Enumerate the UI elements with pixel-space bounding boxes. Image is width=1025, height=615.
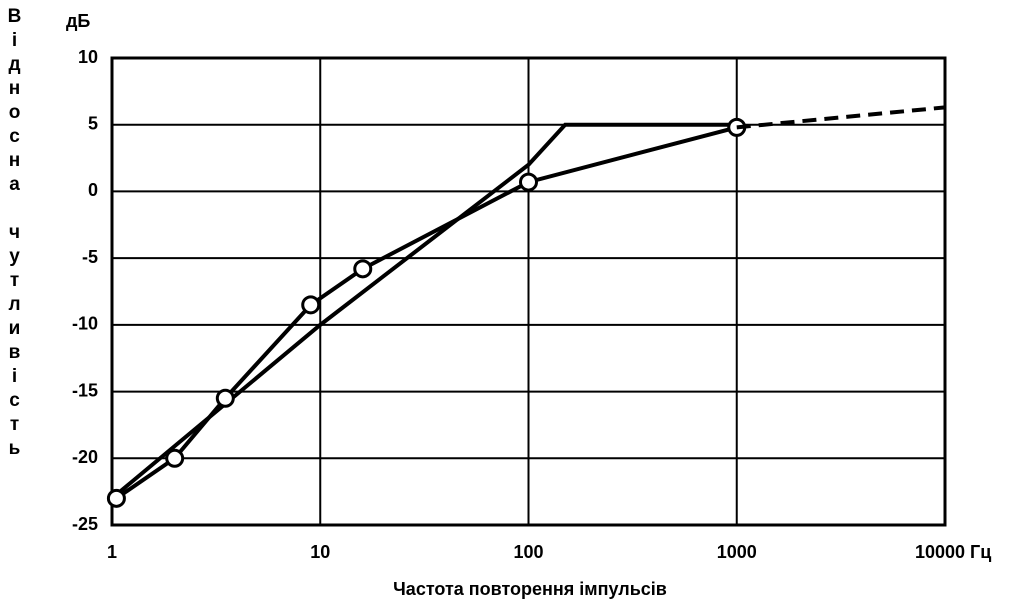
y-tick-label: -10 [72, 314, 98, 334]
y-tick-label: -25 [72, 514, 98, 534]
plot-frame [110, 56, 947, 527]
marker [215, 388, 235, 408]
marker [353, 259, 373, 279]
marker [301, 295, 321, 315]
x-tick-label: 10000 Гц [915, 542, 991, 562]
y-tick-label: -5 [82, 247, 98, 267]
series-line [115, 125, 738, 500]
y-tick-label: 0 [88, 180, 98, 200]
marker [165, 448, 185, 468]
y-tick-label: -15 [72, 380, 98, 400]
y-tick-label: 10 [78, 47, 98, 67]
x-tick-label: 1 [107, 542, 117, 562]
series-line [736, 105, 946, 130]
y-tick-label: 5 [88, 113, 98, 133]
x-tick-label: 10 [310, 542, 330, 562]
x-tick-label: 100 [513, 542, 543, 562]
y-tick-label: -20 [72, 447, 98, 467]
y-axis-label: Відносна чутливість [4, 6, 25, 462]
marker [106, 488, 126, 508]
series-line [110, 122, 737, 500]
y-unit: дБ [66, 11, 90, 31]
marker [519, 172, 538, 192]
x-axis-label: Частота повторення імпульсів [393, 579, 667, 599]
x-tick-label: 1000 [717, 542, 757, 562]
